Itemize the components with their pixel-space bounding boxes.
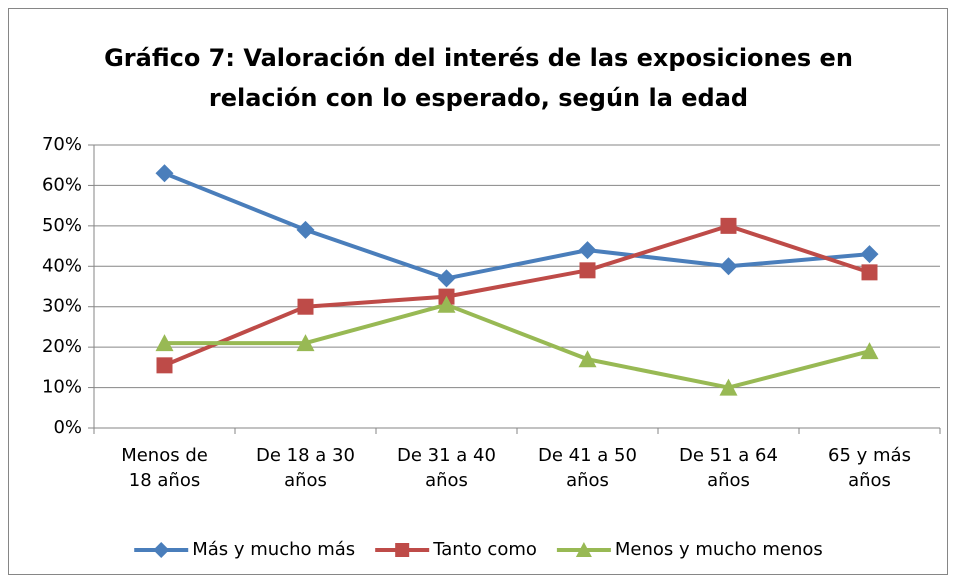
legend: Más y mucho más Tanto como Menos y mucho m… (134, 539, 823, 560)
y-tick-label: 30% (42, 296, 82, 317)
y-tick-label: 10% (42, 377, 82, 398)
legend-label: Más y mucho más (192, 539, 355, 560)
series-line (163, 171, 870, 281)
x-tick-label: 65 y más años (828, 445, 911, 491)
x-tick-label: De 51 a 64 años (679, 445, 778, 491)
marker (578, 241, 597, 260)
marker (437, 295, 456, 313)
y-tick-label: 70% (42, 134, 82, 155)
legend-label: Menos y mucho menos (615, 539, 823, 560)
y-tick-label: 60% (42, 174, 82, 195)
y-tick-label: 20% (42, 336, 82, 357)
x-tick-label: De 18 a 30 años (256, 445, 355, 491)
marker (155, 334, 174, 352)
x-tick-label: De 31 a 40 años (397, 445, 496, 491)
marker (719, 257, 738, 276)
marker (579, 262, 596, 279)
marker (861, 264, 878, 281)
marker (437, 269, 456, 288)
legend-marker (153, 542, 170, 558)
legend-label: Tanto como (432, 539, 537, 560)
marker (296, 220, 315, 239)
marker (860, 245, 879, 264)
x-tick-label: Menos de 18 años (121, 445, 208, 491)
y-tick-label: 0% (53, 417, 82, 438)
legend-marker (575, 542, 592, 557)
marker (156, 357, 173, 374)
series-line (164, 302, 870, 390)
marker (720, 217, 737, 234)
x-tick-label: De 41 a 50 años (538, 445, 637, 491)
marker (296, 334, 315, 352)
marker (155, 164, 174, 183)
chart-title: Gráfico 7: Valoración del interés de las… (104, 44, 853, 112)
y-tick-label: 50% (42, 215, 82, 236)
marker (297, 298, 314, 315)
marker (719, 378, 738, 396)
marker (578, 350, 597, 368)
y-tick-label: 40% (42, 255, 82, 276)
marker (860, 342, 879, 360)
legend-marker (395, 543, 410, 557)
series-line (163, 223, 871, 368)
